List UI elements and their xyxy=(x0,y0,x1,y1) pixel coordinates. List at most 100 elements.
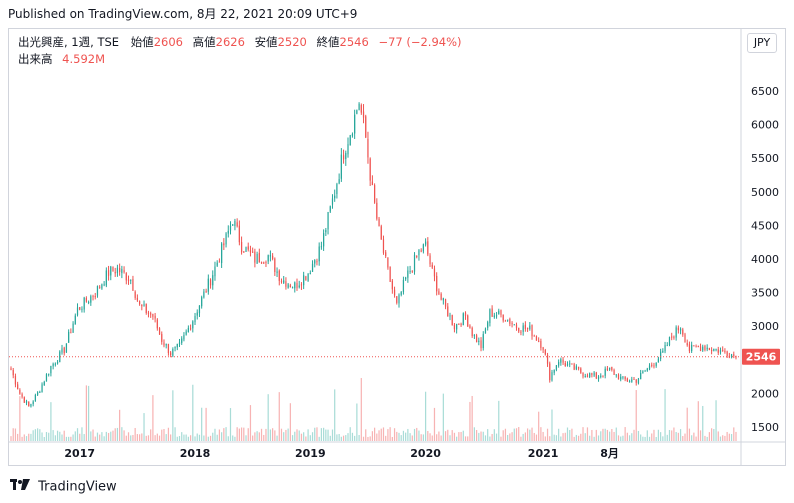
candle-body xyxy=(686,343,688,346)
candle-body xyxy=(613,369,615,375)
volume-bar xyxy=(85,385,87,441)
candle-body xyxy=(699,346,702,351)
candle-body xyxy=(234,220,236,226)
volume-bar xyxy=(185,434,187,441)
candle-body xyxy=(178,342,181,345)
symbol-label[interactable]: 出光興産, 1週, TSE xyxy=(18,35,120,49)
volume-bar xyxy=(110,431,112,441)
volume-bar xyxy=(396,431,398,441)
candle-body xyxy=(591,373,593,375)
volume-bar xyxy=(495,433,498,441)
volume-bar xyxy=(475,430,478,441)
candle-body xyxy=(218,261,221,263)
volume-bar xyxy=(724,435,726,441)
volume-bar xyxy=(662,436,664,441)
price-tick-label: 4000 xyxy=(751,253,779,266)
volume-bar xyxy=(502,430,504,441)
candle-body xyxy=(21,394,23,397)
volume-bar xyxy=(715,400,717,441)
candle-body xyxy=(724,350,726,353)
candle-body xyxy=(59,351,61,363)
candle-body xyxy=(597,376,600,379)
volume-bar xyxy=(285,429,287,441)
volume-bar xyxy=(138,434,141,441)
price-tick-label: 5500 xyxy=(751,152,779,165)
candle-body xyxy=(540,341,542,348)
candle-body xyxy=(54,363,56,365)
volume-bar xyxy=(107,432,110,441)
candle-body xyxy=(296,283,298,289)
candle-body xyxy=(520,331,522,333)
volume-bar xyxy=(274,430,276,441)
candle-body xyxy=(620,376,622,380)
volume-bar xyxy=(733,427,735,441)
volume-bar xyxy=(484,435,487,441)
volume-bar xyxy=(70,436,72,441)
candle-body xyxy=(243,251,245,253)
volume-bar xyxy=(566,427,569,441)
volume-bar xyxy=(371,431,374,441)
candle-body xyxy=(671,336,673,338)
volume-bar xyxy=(136,434,138,441)
last-price-label: 2546 xyxy=(746,351,777,364)
candle-body xyxy=(369,158,371,181)
candle-body xyxy=(174,346,176,349)
candle-body xyxy=(52,363,54,367)
volume-bar xyxy=(52,430,54,441)
candle-body xyxy=(717,349,719,353)
volume-bar xyxy=(74,431,76,441)
volume-bar xyxy=(735,431,737,441)
volume-bar xyxy=(609,431,611,441)
volume-bar xyxy=(99,434,101,441)
volume-bar xyxy=(615,427,617,441)
candle-body xyxy=(61,348,63,353)
volume-bar xyxy=(342,435,345,441)
candle-body xyxy=(336,184,338,195)
candle-body xyxy=(646,368,648,371)
candle-body xyxy=(456,323,458,330)
candle-body xyxy=(354,114,356,134)
volume-bar xyxy=(59,431,61,441)
volume-bar xyxy=(575,434,577,441)
price-tick-label: 6500 xyxy=(751,85,779,98)
volume-bar xyxy=(289,403,291,441)
candle-body xyxy=(657,358,660,363)
volume-bar xyxy=(600,431,602,441)
candle-body xyxy=(110,266,112,276)
volume-bar xyxy=(265,428,267,441)
high-label: 高値 xyxy=(192,35,216,49)
volume-bar xyxy=(702,405,704,441)
candle-body xyxy=(227,230,229,234)
candle-body xyxy=(10,368,12,370)
volume-bar xyxy=(201,407,203,441)
volume-bar xyxy=(158,435,161,441)
candle-body xyxy=(172,349,174,356)
volume-bar xyxy=(480,431,482,441)
volume-bar xyxy=(719,436,722,441)
volume-bar xyxy=(706,436,708,441)
tradingview-footer[interactable]: TradingView xyxy=(10,479,117,495)
volume-bar xyxy=(467,436,469,441)
candle-body xyxy=(573,364,575,370)
candle-body xyxy=(356,110,358,114)
candle-body xyxy=(365,116,367,138)
volume-bar xyxy=(221,432,223,441)
volume-bar xyxy=(562,433,564,441)
candle-body xyxy=(679,328,682,331)
volume-bar xyxy=(39,429,41,441)
volume-bar xyxy=(214,428,216,441)
candle-body xyxy=(382,239,385,253)
candle-body xyxy=(664,345,666,352)
candle-body xyxy=(405,277,407,280)
volume-bar xyxy=(691,435,693,441)
volume-bar xyxy=(491,433,493,441)
volume-bar xyxy=(278,392,280,441)
candle-body xyxy=(502,314,504,321)
volume-bar xyxy=(546,428,549,441)
currency-button[interactable]: JPY xyxy=(747,33,777,53)
volume-bar xyxy=(538,411,540,441)
candle-body xyxy=(189,328,192,330)
candle-body xyxy=(631,379,633,382)
volume-bar xyxy=(460,431,462,441)
